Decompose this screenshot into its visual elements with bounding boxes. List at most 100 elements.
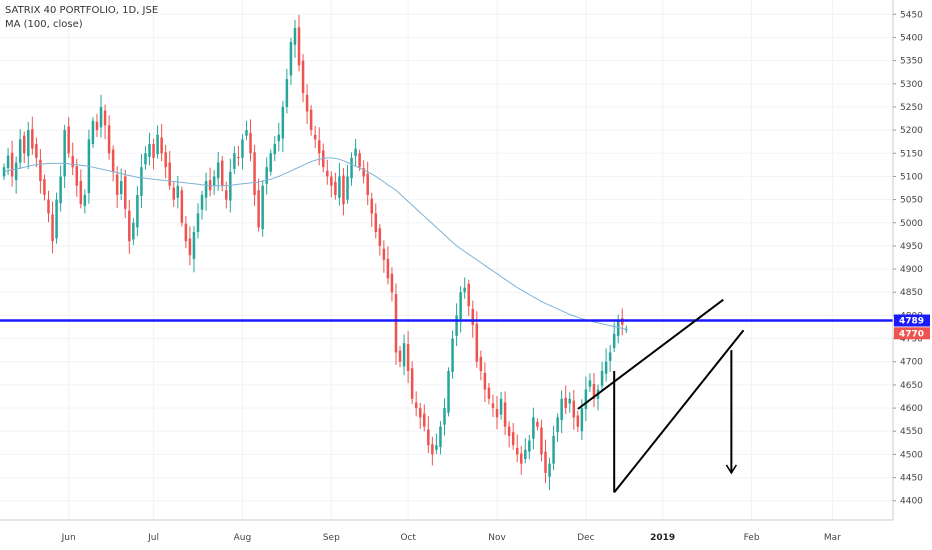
candle bbox=[536, 418, 539, 431]
candle-body bbox=[326, 170, 329, 177]
candle bbox=[144, 146, 147, 170]
candle bbox=[604, 348, 608, 382]
candle bbox=[491, 394, 495, 417]
candle-body bbox=[51, 214, 54, 242]
candle-body bbox=[136, 194, 139, 228]
candle-body bbox=[59, 176, 62, 204]
candle bbox=[483, 362, 487, 403]
drawing-tools[interactable] bbox=[577, 298, 745, 494]
candle bbox=[257, 178, 260, 232]
time-tick-label: Nov bbox=[488, 533, 506, 543]
price-tick-label: 5300 bbox=[900, 80, 923, 90]
candle-body bbox=[350, 157, 353, 179]
candle-body bbox=[503, 402, 507, 427]
candle-body bbox=[604, 361, 608, 374]
candle-body bbox=[225, 190, 228, 200]
price-tick-label: 5150 bbox=[900, 149, 923, 159]
candle bbox=[47, 190, 50, 223]
candle bbox=[374, 203, 378, 239]
candle bbox=[67, 117, 70, 158]
candle-body bbox=[390, 273, 394, 293]
candle bbox=[95, 113, 99, 138]
candle-body bbox=[515, 447, 519, 455]
candle-body bbox=[463, 287, 466, 293]
candle bbox=[237, 145, 240, 167]
candle-body bbox=[309, 109, 313, 131]
candle-body bbox=[79, 181, 83, 205]
candle-body bbox=[499, 398, 503, 415]
candle-body bbox=[212, 176, 216, 186]
candle-body bbox=[180, 190, 184, 223]
candle-body bbox=[568, 398, 571, 404]
candle-body bbox=[91, 120, 95, 144]
candle-body bbox=[491, 403, 495, 409]
candle-body bbox=[378, 228, 382, 246]
candle bbox=[297, 14, 301, 72]
candle bbox=[338, 162, 341, 206]
candle bbox=[326, 159, 329, 185]
candle-body bbox=[313, 134, 317, 140]
candle-body bbox=[334, 181, 337, 195]
candle bbox=[63, 124, 66, 189]
candle-body bbox=[220, 160, 224, 186]
candle bbox=[91, 117, 95, 148]
candle-body bbox=[394, 294, 398, 353]
candle-body bbox=[346, 176, 349, 200]
candle bbox=[584, 376, 588, 422]
candle-body bbox=[241, 139, 244, 158]
candle bbox=[180, 186, 184, 227]
candle bbox=[22, 131, 26, 163]
price-tick-label: 5450 bbox=[900, 10, 923, 20]
candle-body bbox=[459, 292, 462, 320]
candle-body bbox=[524, 449, 527, 460]
candle bbox=[172, 181, 176, 207]
candle bbox=[309, 105, 313, 136]
candle-body bbox=[128, 210, 131, 242]
candle bbox=[621, 308, 624, 336]
candle-body bbox=[253, 152, 256, 195]
candle-body bbox=[115, 174, 119, 195]
candle bbox=[528, 434, 531, 460]
candle bbox=[281, 100, 285, 152]
candle-body bbox=[293, 28, 297, 45]
candle-body bbox=[47, 199, 50, 214]
candle bbox=[71, 142, 74, 176]
candle-body bbox=[152, 143, 155, 158]
candle-body bbox=[14, 162, 18, 181]
price-badge bbox=[894, 314, 930, 327]
candle-body bbox=[362, 168, 365, 177]
candle bbox=[390, 267, 394, 302]
candle-body bbox=[418, 408, 422, 418]
candle-body bbox=[398, 350, 402, 362]
candle bbox=[552, 425, 555, 471]
candle-body bbox=[297, 27, 301, 66]
candle bbox=[463, 277, 466, 299]
candle bbox=[204, 172, 208, 211]
candle-body bbox=[144, 153, 147, 165]
candle bbox=[35, 137, 38, 168]
indicator-label[interactable]: MA (100, close) bbox=[5, 19, 83, 30]
candle-body bbox=[67, 126, 70, 154]
price-tick-label: 5250 bbox=[900, 103, 923, 113]
candle-body bbox=[216, 162, 220, 179]
candle bbox=[14, 156, 18, 194]
candle bbox=[253, 144, 256, 207]
candle bbox=[156, 125, 159, 159]
candle bbox=[362, 160, 365, 184]
candle-body bbox=[443, 408, 446, 425]
candle bbox=[398, 345, 402, 368]
price-tick-label: 4900 bbox=[900, 265, 923, 275]
price-tick-label: 4400 bbox=[900, 497, 923, 507]
time-tick-label: Oct bbox=[400, 533, 416, 543]
candle bbox=[184, 215, 188, 249]
time-tick-label: Feb bbox=[744, 533, 760, 543]
candle bbox=[55, 192, 58, 244]
candle bbox=[596, 384, 600, 411]
symbol-title[interactable]: SATRIX 40 PORTFOLIO, 1D, JSE bbox=[5, 5, 159, 16]
time-axis[interactable]: Jun Jul Aug Sep Oct Nov Dec 2019 Feb Mar bbox=[61, 533, 842, 543]
candle-body bbox=[305, 94, 309, 112]
price-tick-label: 4700 bbox=[900, 358, 923, 368]
candle bbox=[132, 218, 135, 245]
candle-body bbox=[552, 435, 555, 464]
